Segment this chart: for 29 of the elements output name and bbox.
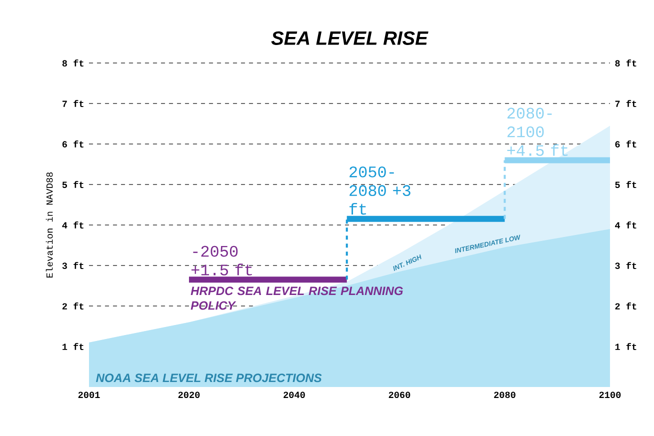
- y2-tick-label: 5 ft: [615, 181, 636, 188]
- y-tick-label: 8 ft: [62, 60, 84, 66]
- y-tick-label: 2 ft: [62, 302, 84, 310]
- x-tick-label: 2040: [284, 392, 305, 398]
- y2-tick-label: 2 ft: [615, 302, 636, 310]
- y2-tick-label: 6 ft: [615, 140, 636, 148]
- y2-tick-label: 7 ft: [615, 100, 636, 107]
- y-axis-title: Elevation in NAVD88: [46, 172, 53, 278]
- x-tick-label: 2100: [599, 392, 621, 398]
- x-tick-label: 2080: [494, 392, 516, 398]
- annotation: NOAA SEA LEVEL RISE PROJECTIONS: [96, 374, 322, 382]
- x-tick-label: 2020: [178, 392, 200, 398]
- y2-tick-label: 1 ft: [615, 343, 636, 350]
- y-tick-label: 6 ft: [62, 140, 84, 148]
- y2-tick-label: 8 ft: [615, 60, 636, 66]
- y-tick-label: 5 ft: [62, 181, 84, 188]
- y2-tick-label: 4 ft: [615, 222, 636, 228]
- series-label: 2080-2100 +4.5 ft: [507, 108, 568, 156]
- chart-title: SEA LEVEL RISE: [271, 31, 428, 45]
- series-label: -2050 +1.5 ft: [191, 246, 252, 276]
- y2-tick-label: 3 ft: [615, 262, 636, 270]
- annotation: HRPDC SEA LEVEL RISE PLANNING POLICY: [190, 286, 403, 310]
- x-tick-label: 2001: [78, 392, 100, 398]
- x-tick-label: 2060: [388, 392, 410, 398]
- y-tick-label: 4 ft: [62, 222, 84, 228]
- series-label: 2050-2080 +3 ft: [350, 166, 410, 215]
- y-tick-label: 7 ft: [62, 100, 84, 107]
- y-tick-label: 3 ft: [62, 262, 84, 270]
- y-tick-label: 1 ft: [62, 343, 84, 350]
